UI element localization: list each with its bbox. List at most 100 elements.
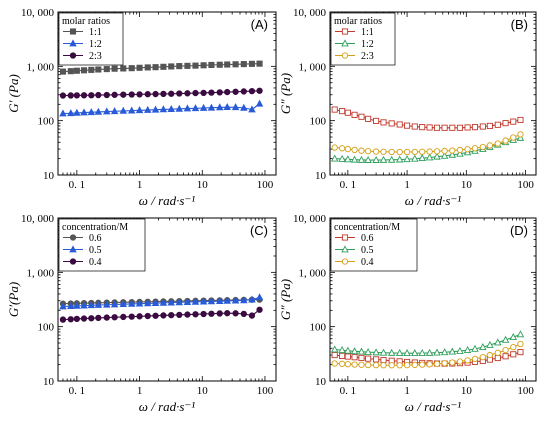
data-point — [67, 302, 75, 310]
data-point — [143, 299, 152, 307]
legend-marker — [69, 28, 77, 35]
x-axis-label: ω / rad·s⁻¹ — [139, 399, 196, 414]
y-tick-label: 10 — [43, 376, 55, 388]
data-point — [344, 346, 352, 354]
series-2 — [59, 99, 264, 117]
data-point — [358, 361, 365, 368]
data-point — [510, 118, 517, 125]
legend-marker — [341, 39, 349, 47]
data-point — [159, 298, 168, 306]
legend-marker — [341, 245, 349, 253]
data-point — [119, 300, 128, 308]
data-point — [426, 361, 433, 368]
x-tick-label: 1 — [404, 385, 410, 397]
data-point — [59, 316, 67, 323]
data-point — [248, 87, 256, 95]
data-point — [517, 349, 524, 356]
data-point — [160, 90, 167, 98]
legend-label: 1:1 — [89, 27, 102, 38]
data-point — [183, 104, 192, 112]
data-point — [380, 362, 387, 369]
data-point — [372, 148, 380, 155]
data-point — [464, 357, 471, 364]
data-point — [87, 108, 96, 116]
plot-frame — [329, 11, 537, 176]
data-point — [344, 155, 352, 163]
data-point — [331, 352, 338, 359]
x-tick-label: 10 — [461, 385, 473, 397]
data-point — [338, 145, 346, 152]
data-point — [152, 312, 159, 319]
data-point — [103, 300, 111, 308]
data-point — [502, 137, 509, 144]
chart-panel-1: 0. 1 1 10 100 10 100 1, 000 10, 000 ω / rad·s⁻¹ G… — [6, 7, 277, 208]
data-point — [231, 296, 240, 304]
x-tick-label: 0. 1 — [340, 385, 357, 397]
y-tick-label: 1, 000 — [299, 61, 327, 73]
data-point — [88, 92, 95, 99]
data-point — [456, 346, 464, 354]
plot-frame — [57, 11, 277, 176]
data-point — [425, 348, 434, 356]
data-point — [456, 146, 464, 154]
data-point — [456, 124, 463, 131]
data-point — [396, 121, 403, 128]
data-point — [207, 297, 216, 305]
data-point — [331, 360, 338, 367]
data-point — [240, 61, 247, 68]
data-point — [425, 153, 434, 161]
data-point — [351, 361, 358, 368]
data-point — [502, 120, 509, 127]
data-point — [486, 122, 493, 129]
data-point — [110, 300, 119, 308]
data-point — [176, 311, 183, 319]
data-point — [255, 99, 264, 107]
data-point — [358, 354, 365, 361]
data-point — [103, 314, 110, 321]
data-point — [365, 355, 372, 362]
data-point — [152, 64, 159, 71]
y-tick-label: 100 — [38, 116, 55, 128]
data-point — [471, 355, 479, 363]
data-point — [88, 66, 95, 73]
data-point — [350, 347, 359, 355]
data-point — [216, 61, 223, 68]
data-point — [426, 148, 433, 155]
panel-label: (A) — [251, 17, 268, 32]
data-point — [433, 360, 441, 367]
x-axis-label: ω / rad·s⁻¹ — [139, 193, 196, 208]
legend-title: concentration/M — [334, 222, 400, 233]
x-tick-label: 100 — [257, 179, 274, 191]
legend-marker — [69, 52, 77, 59]
data-point — [479, 143, 486, 151]
y-tick-label: 10, 000 — [293, 7, 327, 19]
data-point — [208, 61, 215, 69]
data-point — [418, 154, 426, 162]
data-point — [464, 146, 471, 153]
legend-label: 1:1 — [361, 27, 374, 38]
y-tick-label: 100 — [38, 322, 55, 334]
data-point — [411, 148, 418, 156]
data-point — [184, 62, 191, 69]
data-point — [151, 105, 160, 113]
x-tick-label: 1 — [137, 179, 143, 191]
data-point — [136, 91, 143, 98]
data-point — [338, 345, 346, 353]
data-point — [486, 351, 494, 359]
data-point — [167, 104, 175, 112]
data-point — [339, 108, 346, 115]
data-point — [111, 65, 118, 72]
data-point — [59, 92, 67, 99]
data-point — [411, 349, 419, 357]
data-point — [111, 91, 118, 98]
data-point — [494, 354, 501, 362]
data-point — [339, 352, 346, 359]
data-point — [372, 348, 380, 356]
data-point — [373, 117, 380, 124]
legend-label: 0.6 — [89, 233, 102, 244]
legend-label: 0.6 — [361, 233, 374, 244]
data-point — [388, 120, 395, 127]
x-tick-label: 0. 1 — [69, 179, 86, 191]
chart-panel-2: 0. 1 1 10 100 10 100 1, 000 10, 000 ω / rad·s⁻¹ G… — [278, 7, 537, 208]
